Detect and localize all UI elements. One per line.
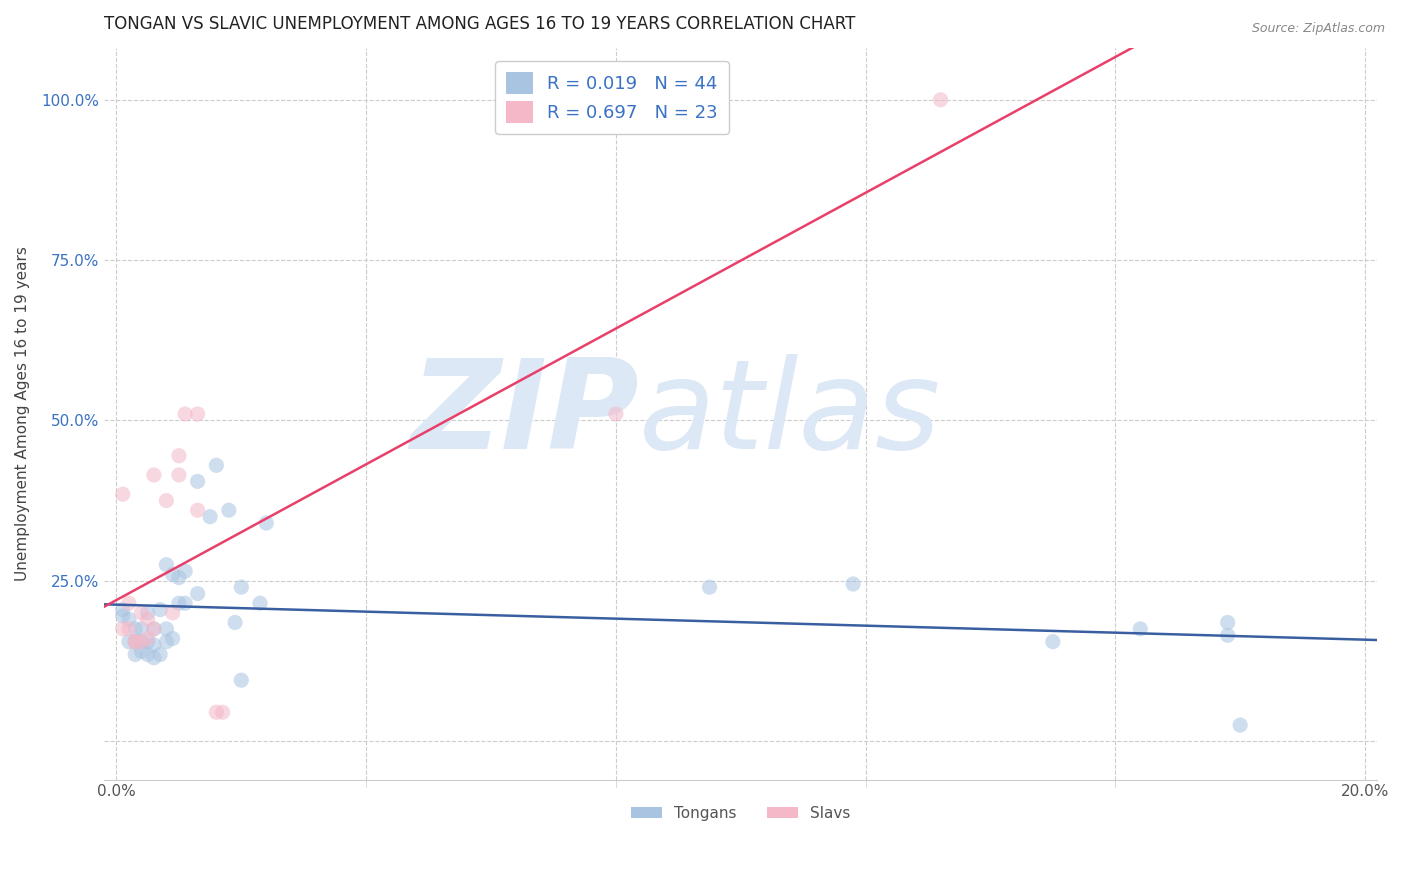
Point [231,580,253,594]
Point [118,622,141,636]
Point [131,634,153,648]
Point [118,634,141,648]
Text: atlas: atlas [638,353,941,475]
Point [1042,634,1064,648]
Point [605,407,627,421]
Point [155,493,177,508]
Point [155,634,177,648]
Point [1216,615,1239,630]
Point [167,571,190,585]
Point [124,634,146,648]
Point [224,615,246,630]
Point [142,622,165,636]
Point [929,93,952,107]
Point [187,586,209,600]
Point [205,458,228,473]
Point [249,596,271,610]
Point [136,606,159,620]
Point [142,638,165,652]
Point [205,706,228,720]
Point [131,634,153,648]
Point [142,467,165,482]
Point [118,596,141,610]
Point [136,632,159,646]
Point [187,407,209,421]
Point [842,577,865,591]
Point [111,487,134,501]
Point [167,596,190,610]
Point [131,644,153,658]
Point [187,475,209,489]
Point [155,622,177,636]
Point [124,648,146,662]
Point [124,634,146,648]
Legend: Tongans, Slavs: Tongans, Slavs [626,799,856,827]
Point [174,564,197,578]
Point [254,516,277,530]
Text: TONGAN VS SLAVIC UNEMPLOYMENT AMONG AGES 16 TO 19 YEARS CORRELATION CHART: TONGAN VS SLAVIC UNEMPLOYMENT AMONG AGES… [104,15,855,33]
Point [1129,622,1152,636]
Point [124,634,146,648]
Point [699,580,721,594]
Point [162,567,184,582]
Point [218,503,240,517]
Point [211,706,233,720]
Point [174,407,197,421]
Point [124,622,146,636]
Point [111,609,134,624]
Point [142,622,165,636]
Point [1229,718,1251,732]
Point [136,612,159,626]
Point [142,650,165,665]
Point [162,606,184,620]
Point [231,673,253,688]
Text: ZIP: ZIP [411,353,638,475]
Point [136,648,159,662]
Text: Source: ZipAtlas.com: Source: ZipAtlas.com [1251,22,1385,36]
Point [118,612,141,626]
Point [1216,628,1239,642]
Point [198,509,221,524]
Point [155,558,177,572]
Point [131,606,153,620]
Point [174,596,197,610]
Point [111,622,134,636]
Point [149,648,172,662]
Point [187,503,209,517]
Point [167,449,190,463]
Point [131,622,153,636]
Point [149,602,172,616]
Point [136,634,159,648]
Point [167,467,190,482]
Y-axis label: Unemployment Among Ages 16 to 19 years: Unemployment Among Ages 16 to 19 years [15,246,30,582]
Point [162,632,184,646]
Point [111,602,134,616]
